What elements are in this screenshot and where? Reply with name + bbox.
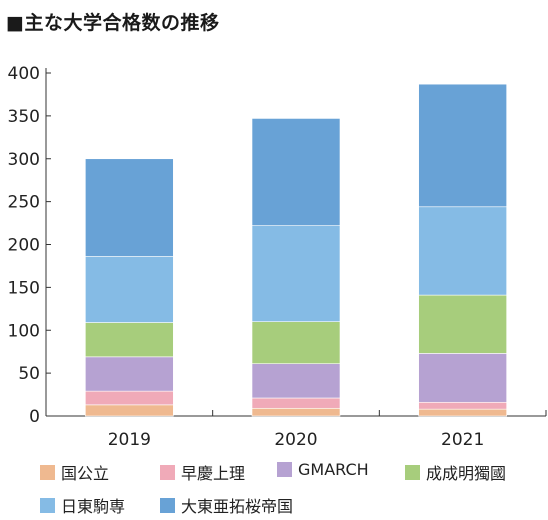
legend-label: 大東亜拓桜帝国: [181, 497, 294, 516]
y-tick-label: 200: [8, 236, 40, 256]
legend-swatch: [40, 464, 55, 480]
legend-swatch: [160, 497, 175, 513]
y-tick-label: 400: [8, 64, 40, 84]
bar-segment: [251, 321, 341, 364]
bar-segment: [85, 158, 174, 257]
bar-segment: [251, 363, 341, 399]
bar-segment: [251, 225, 341, 322]
bar-segment: [85, 322, 174, 358]
bar-segment: [251, 118, 341, 226]
bar-segment: [85, 390, 174, 406]
bar-segment: [418, 206, 507, 296]
bar-segment: [418, 401, 507, 410]
bar-segment: [418, 353, 507, 403]
bar-segment: [85, 404, 174, 417]
legend-label: 国公立: [61, 464, 110, 483]
x-category-label: 2021: [441, 430, 484, 450]
bar-segment: [85, 256, 174, 323]
y-tick-label: 300: [8, 150, 40, 170]
legend-item: 日東駒専: [40, 493, 125, 517]
x-category-label: 2019: [108, 430, 151, 450]
legend-item: 国公立: [40, 460, 109, 484]
y-tick-label: 50: [18, 364, 40, 384]
y-tick-label: 150: [8, 278, 40, 298]
bar-segment: [418, 294, 507, 354]
y-tick-label: 250: [8, 193, 40, 213]
legend-item: 早慶上理: [160, 460, 245, 484]
legend-swatch: [405, 464, 420, 480]
x-category-label: 2020: [274, 430, 317, 450]
bar-segment: [418, 83, 507, 208]
legend-swatch: [277, 462, 292, 477]
bar-segment: [251, 397, 341, 409]
legend-label: 日東駒専: [61, 497, 126, 516]
legend-label: 成成明獨國: [426, 464, 507, 483]
legend-item: GMARCH: [277, 460, 369, 479]
legend-item: 成成明獨國: [405, 460, 506, 484]
legend-item: 大東亜拓桜帝国: [160, 493, 293, 517]
legend-label: GMARCH: [298, 460, 369, 479]
y-tick-label: 100: [8, 321, 40, 341]
bar-segment: [251, 407, 341, 417]
bar-segment: [418, 408, 507, 417]
legend-label: 早慶上理: [181, 464, 246, 483]
legend-swatch: [40, 497, 55, 513]
y-tick-label: 350: [8, 107, 40, 127]
bar-segment: [85, 356, 174, 392]
stacked-bar-chart: 0 50 100 150 200 250 300 350 400 2019 2020 2021: [8, 64, 547, 450]
legend-swatch: [160, 464, 175, 480]
chart-title: ■主な大学合格数の推移: [6, 12, 220, 34]
y-tick-label: 0: [29, 407, 40, 427]
